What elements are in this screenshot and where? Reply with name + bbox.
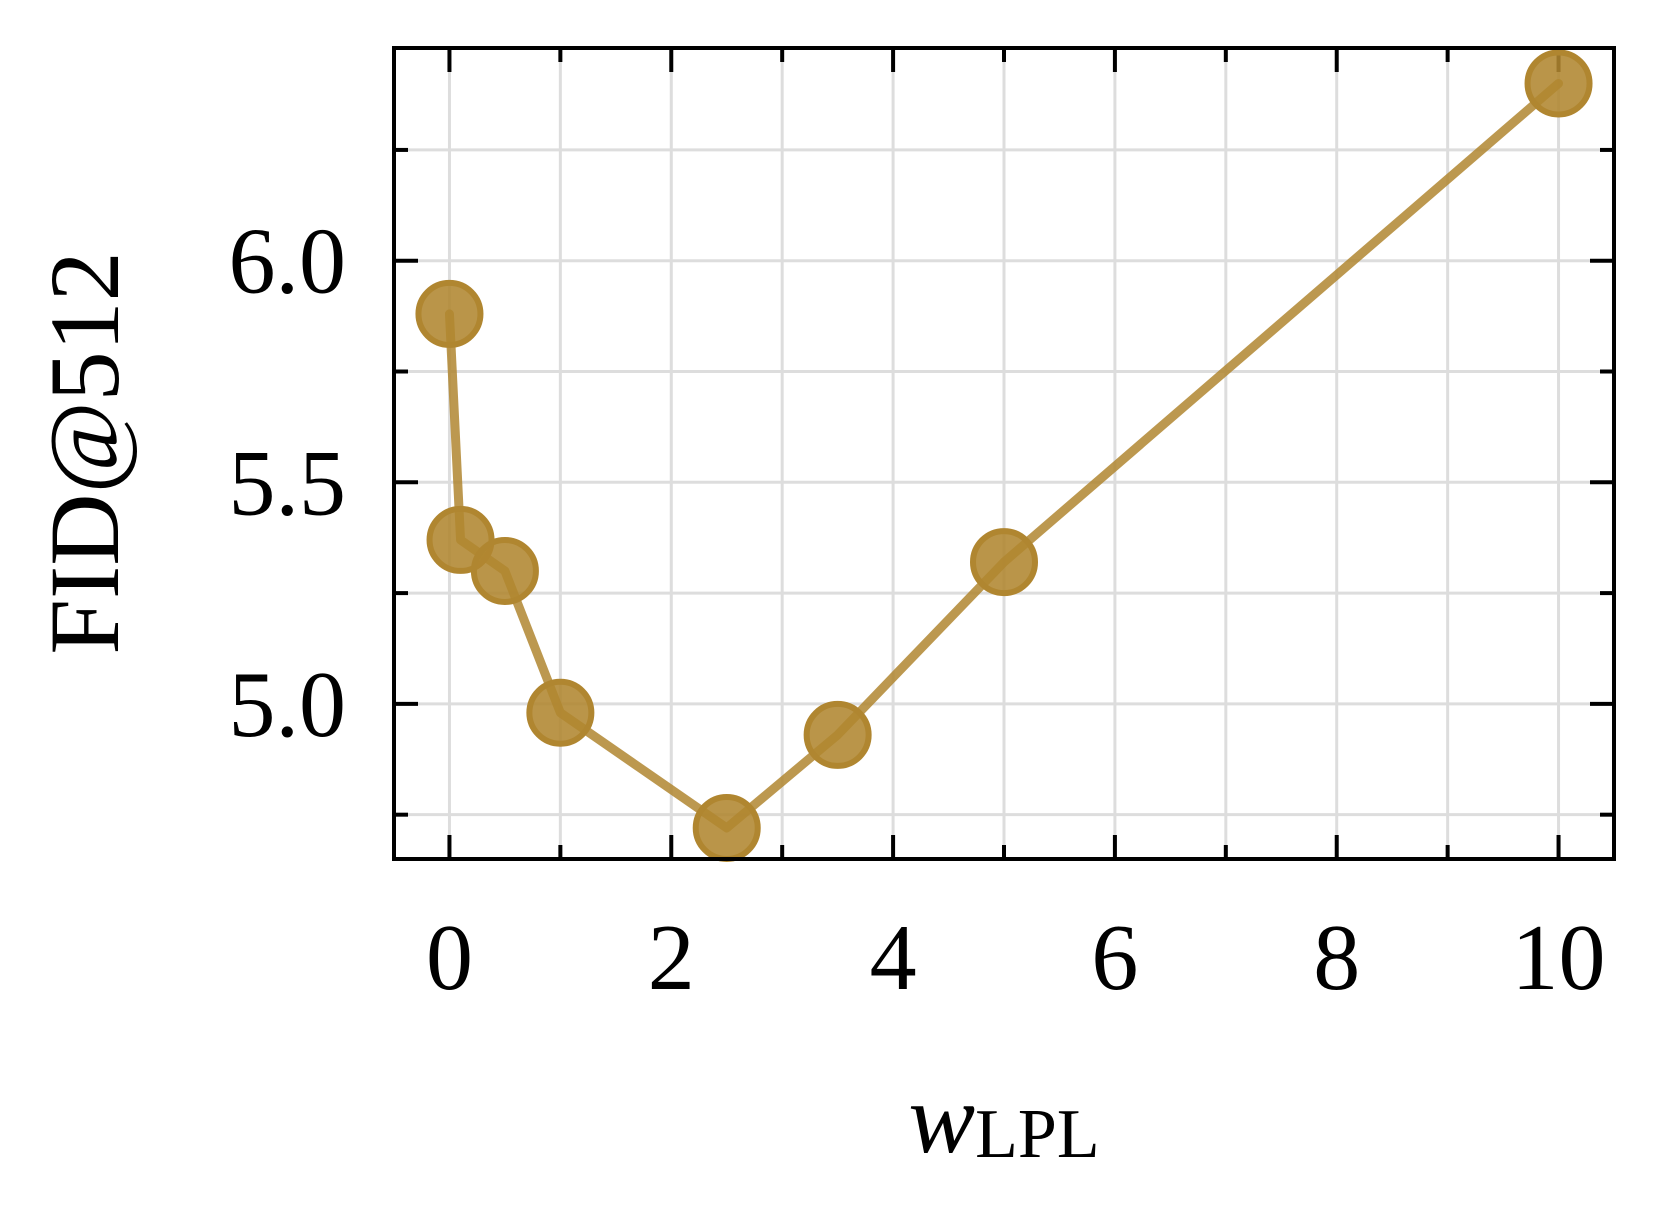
x-tick-label: 0 <box>426 906 473 1010</box>
y-tick-label: 6.0 <box>229 210 347 314</box>
y-tick-label: 5.0 <box>229 653 347 757</box>
data-point-3 <box>526 678 595 747</box>
y-axis-label: FID@512 <box>29 251 140 654</box>
x-tick-label: 4 <box>870 906 917 1010</box>
data-point-0 <box>415 279 484 348</box>
data-point-5 <box>803 700 872 769</box>
data-point-7 <box>1524 49 1593 118</box>
data-series <box>415 49 1593 862</box>
y-tick-labels: 5.0 5.5 6.0 <box>229 210 347 757</box>
x-axis-label: wLPL <box>908 1063 1099 1174</box>
axis-ticks <box>394 48 1614 859</box>
data-point-2 <box>470 536 539 605</box>
x-axis-label-subscript: LPL <box>975 1096 1099 1173</box>
x-tick-label: 2 <box>648 906 695 1010</box>
x-tick-label: 8 <box>1313 906 1360 1010</box>
data-point-6 <box>970 528 1038 597</box>
x-axis-label-main: w <box>908 1063 975 1174</box>
x-tick-label: 10 <box>1512 906 1606 1010</box>
plot-frame <box>392 46 1616 861</box>
data-point-4 <box>692 793 761 862</box>
x-tick-label: 6 <box>1091 906 1138 1010</box>
grid <box>394 48 1614 859</box>
x-tick-labels: 0 2 4 6 8 10 <box>426 906 1606 1010</box>
y-tick-label: 5.5 <box>229 431 347 535</box>
